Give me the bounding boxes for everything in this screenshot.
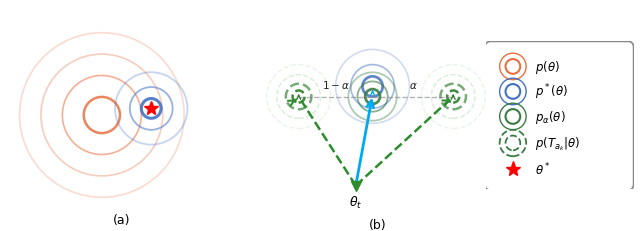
FancyArrowPatch shape [356,101,374,183]
Text: (b): (b) [369,218,387,231]
Text: $\theta_t$: $\theta_t$ [349,194,362,210]
Text: $\theta^*$: $\theta^*$ [535,161,550,178]
Text: $1-\alpha$: $1-\alpha$ [321,79,349,91]
Text: $p^*(\theta)$: $p^*(\theta)$ [535,82,568,102]
Text: $p(\theta)$: $p(\theta)$ [535,59,560,76]
Text: $\alpha$: $\alpha$ [408,81,417,91]
Text: (a): (a) [113,213,131,226]
Text: $p(T_{a_k}|\theta)$: $p(T_{a_k}|\theta)$ [535,135,580,152]
Text: $p_\alpha(\theta)$: $p_\alpha(\theta)$ [535,109,566,125]
FancyBboxPatch shape [485,42,634,190]
